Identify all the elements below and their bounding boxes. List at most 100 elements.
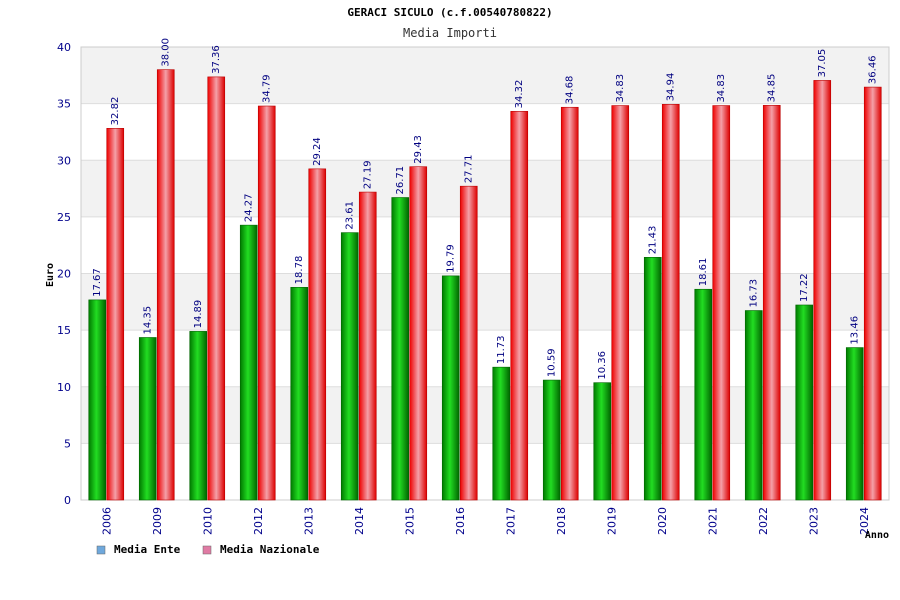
x-tick-label: 2022	[757, 507, 770, 535]
data-label: 21.43	[648, 226, 659, 255]
bar-media-nazionale	[409, 166, 428, 501]
x-tick-label: 2014	[353, 507, 366, 535]
bar-media-nazionale	[661, 104, 680, 501]
bar-media-nazionale	[308, 168, 327, 501]
data-label: 34.94	[666, 73, 677, 102]
data-label: 34.79	[262, 74, 273, 103]
x-tick-label: 2023	[807, 507, 820, 535]
y-tick-label: 30	[57, 154, 71, 167]
y-tick-label: 0	[64, 494, 71, 507]
legend-label-media-nazionale: Media Nazionale	[220, 543, 320, 556]
data-label: 16.73	[749, 279, 760, 308]
data-label: 18.61	[698, 258, 709, 287]
data-label: 29.43	[413, 135, 424, 164]
data-label: 34.32	[514, 80, 525, 109]
y-axis-label: Euro	[45, 263, 56, 287]
data-label: 27.19	[363, 160, 374, 189]
bar-media-ente	[290, 287, 309, 501]
data-label: 37.36	[211, 45, 222, 74]
bar-media-ente	[88, 299, 107, 501]
bar-media-nazionale	[813, 80, 832, 501]
bar-media-ente	[492, 366, 511, 501]
legend-label-media-ente: Media Ente	[114, 543, 181, 556]
data-label: 34.85	[767, 74, 778, 103]
x-tick-label: 2015	[403, 507, 416, 535]
bar-media-nazionale	[863, 86, 882, 501]
data-label: 13.46	[850, 316, 861, 345]
bar-media-nazionale	[207, 76, 226, 501]
bar-media-nazionale	[358, 191, 377, 501]
data-labels: 17.67 32.82 14.35 38.00 14.89 37.36 24.27 34.79…	[92, 38, 879, 380]
data-label: 10.36	[597, 351, 608, 380]
data-label: 38.00	[161, 38, 172, 67]
bar-media-ente	[643, 257, 662, 501]
bar-media-ente	[845, 347, 864, 501]
data-label: 24.27	[244, 194, 255, 223]
data-label: 18.78	[294, 256, 305, 285]
legend-swatch-media-nazionale	[202, 545, 212, 555]
bar-media-ente	[744, 310, 763, 501]
bar-media-ente	[795, 304, 814, 501]
bar-media-ente	[542, 379, 561, 501]
x-axis-ticks: 2006 2009 2010 2012 2013 2014 2015 2016 2017 2018…	[100, 507, 871, 535]
x-tick-label: 2010	[201, 507, 214, 535]
bar-media-nazionale	[257, 105, 276, 501]
bar-media-ente	[441, 275, 460, 501]
data-label: 34.83	[615, 74, 626, 103]
bar-media-nazionale	[560, 106, 579, 501]
data-label: 34.68	[565, 76, 576, 105]
data-label: 26.71	[395, 166, 406, 195]
y-tick-label: 35	[57, 98, 71, 111]
data-label: 10.59	[547, 348, 558, 377]
bar-media-nazionale	[712, 105, 731, 501]
bar-media-ente	[593, 382, 612, 501]
data-label: 27.71	[464, 155, 475, 184]
x-tick-label: 2012	[252, 507, 265, 535]
y-tick-label: 20	[57, 268, 71, 281]
bar-media-ente	[138, 337, 157, 501]
bar-media-ente	[340, 232, 359, 501]
x-tick-label: 2017	[504, 507, 517, 535]
bar-media-ente	[239, 224, 258, 501]
chart-subtitle: Media Importi	[403, 26, 497, 40]
x-tick-label: 2009	[151, 507, 164, 535]
x-tick-label: 2006	[100, 507, 113, 535]
data-label: 19.79	[446, 244, 457, 273]
chart-title: GERACI SICULO (c.f.00540780822)	[347, 6, 552, 19]
legend: Media Ente Media Nazionale	[96, 543, 320, 556]
bar-media-ente	[391, 197, 410, 501]
data-label: 23.61	[345, 201, 356, 230]
y-tick-label: 5	[64, 437, 71, 450]
legend-swatch-media-ente	[96, 545, 106, 555]
data-label: 36.46	[868, 55, 879, 84]
x-tick-label: 2020	[656, 507, 669, 535]
data-label: 37.05	[817, 49, 828, 78]
bar-media-nazionale	[459, 185, 478, 501]
x-tick-label: 2013	[302, 507, 315, 535]
bar-media-ente	[694, 288, 713, 501]
data-label: 14.89	[193, 300, 204, 329]
y-axis-ticks: 0 5 10 15 20 25 30 35 40	[57, 41, 71, 507]
plot-border	[80, 46, 890, 501]
x-tick-label: 2024	[858, 507, 871, 535]
bar-media-nazionale	[762, 105, 781, 501]
bar-media-nazionale	[106, 128, 125, 501]
x-tick-label: 2018	[555, 507, 568, 535]
data-label: 17.22	[799, 273, 810, 302]
x-tick-label: 2016	[454, 507, 467, 535]
y-tick-label: 40	[57, 41, 71, 54]
data-label: 11.73	[496, 336, 507, 365]
y-tick-label: 25	[57, 211, 71, 224]
data-label: 14.35	[143, 306, 154, 335]
x-axis-label: Anno	[865, 530, 889, 541]
data-label: 17.67	[92, 268, 103, 297]
x-tick-label: 2019	[605, 507, 618, 535]
y-tick-label: 10	[57, 381, 71, 394]
bar-media-nazionale	[510, 111, 529, 501]
y-tick-label: 15	[57, 324, 71, 337]
data-label: 32.82	[110, 97, 121, 126]
bar-media-nazionale	[611, 105, 630, 501]
data-label: 29.24	[312, 137, 323, 166]
data-label: 34.83	[716, 74, 727, 103]
